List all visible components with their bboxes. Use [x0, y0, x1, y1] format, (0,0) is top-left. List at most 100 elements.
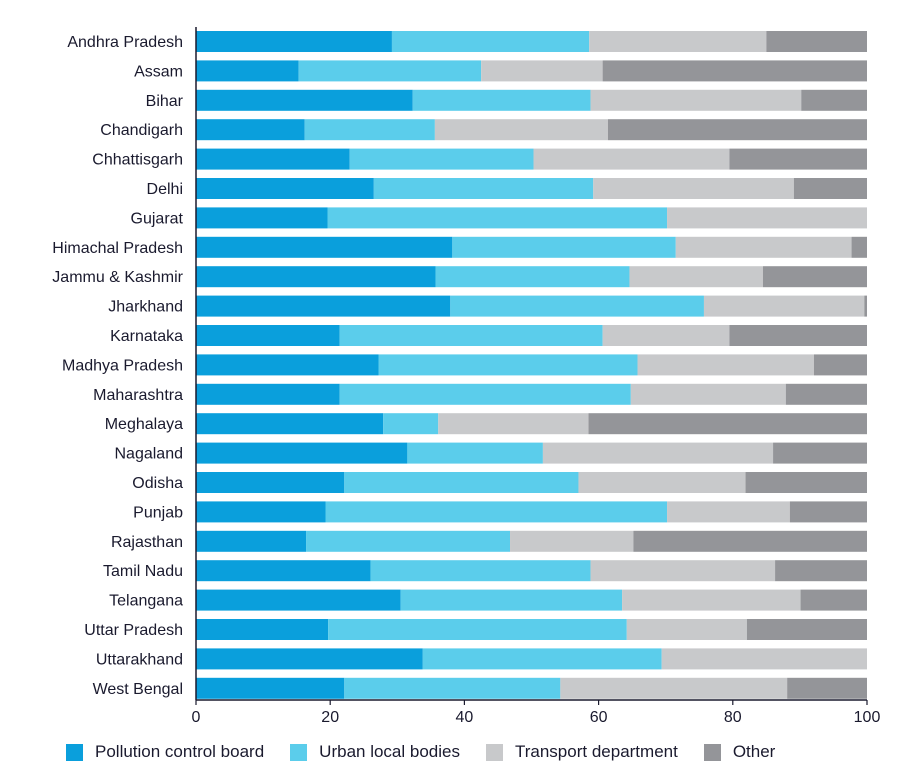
bar-andhra-pradesh-urban-local-bodies	[391, 31, 590, 52]
category-label: Tamil Nadu	[103, 563, 183, 580]
legend-swatch	[703, 743, 721, 761]
bar-west-bengal-other	[787, 677, 867, 699]
bar-chhattisgarh-transport-department	[533, 148, 730, 170]
bar-tamil-nadu-transport-department	[590, 560, 776, 582]
bar-chhattisgarh-pollution-control-board	[196, 148, 350, 170]
bar-chandigarh-pollution-control-board	[196, 119, 305, 141]
bar-bihar-pollution-control-board	[196, 89, 413, 111]
x-tick-label: 100	[854, 709, 881, 726]
bar-assam-urban-local-bodies	[298, 60, 482, 82]
bar-gujarat-pollution-control-board	[196, 207, 328, 229]
bar-assam-transport-department	[481, 60, 603, 82]
bar-punjab-pollution-control-board	[196, 501, 326, 523]
category-label: Nagaland	[115, 446, 184, 463]
bar-telangana-transport-department	[622, 589, 801, 611]
legend-item-transport-department: Transport department	[485, 742, 678, 762]
bar-odisha-urban-local-bodies	[344, 472, 579, 493]
bar-karnataka-other	[729, 325, 867, 346]
bar-assam-pollution-control-board	[196, 60, 299, 82]
legend: Pollution control board Urban local bodie…	[66, 742, 801, 762]
category-label: Jharkhand	[108, 299, 183, 316]
bar-tamil-nadu-urban-local-bodies	[370, 560, 591, 582]
category-label: Madhya Pradesh	[62, 357, 183, 374]
bar-maharashtra-urban-local-bodies	[339, 383, 631, 405]
bar-jharkhand-pollution-control-board	[196, 295, 451, 317]
legend-swatch	[66, 743, 83, 761]
category-label: Punjab	[133, 504, 183, 521]
bar-uttar-pradesh-urban-local-bodies	[328, 619, 627, 640]
category-label: West Bengal	[93, 681, 183, 698]
bar-delhi-other	[793, 178, 867, 199]
bar-maharashtra-transport-department	[630, 383, 786, 405]
bar-uttarakhand-urban-local-bodies	[422, 648, 662, 670]
bar-punjab-urban-local-bodies	[325, 501, 668, 523]
category-label: Odisha	[132, 475, 183, 492]
bar-rajasthan-transport-department	[510, 530, 634, 552]
category-label: Telangana	[109, 593, 183, 610]
category-label: Bihar	[146, 93, 184, 110]
bar-tamil-nadu-pollution-control-board	[196, 560, 371, 582]
bar-uttar-pradesh-other	[746, 619, 867, 640]
bar-nagaland-transport-department	[542, 442, 774, 464]
bar-himachal-pradesh-transport-department	[675, 236, 852, 258]
bar-maharashtra-pollution-control-board	[196, 383, 340, 405]
bar-andhra-pradesh-pollution-control-board	[196, 31, 392, 52]
bar-nagaland-urban-local-bodies	[407, 442, 543, 464]
bar-rajasthan-other	[633, 530, 867, 552]
bar-odisha-other	[745, 472, 867, 493]
bar-nagaland-pollution-control-board	[196, 442, 408, 464]
bar-jammu-and-kashmir-pollution-control-board	[196, 266, 436, 288]
bar-meghalaya-pollution-control-board	[196, 413, 384, 435]
legend-label: Pollution control board	[95, 742, 265, 761]
x-tick-label: 20	[321, 709, 339, 726]
bar-jharkhand-other	[864, 295, 867, 317]
bar-uttarakhand-pollution-control-board	[196, 648, 423, 670]
bar-karnataka-urban-local-bodies	[339, 325, 603, 346]
bar-jammu-and-kashmir-transport-department	[629, 266, 763, 288]
bar-telangana-other	[800, 589, 867, 611]
legend-swatch	[485, 743, 503, 761]
bar-punjab-other	[789, 501, 867, 523]
bar-telangana-pollution-control-board	[196, 589, 401, 611]
category-label: Chandigarh	[100, 122, 183, 139]
bar-uttar-pradesh-pollution-control-board	[196, 619, 329, 640]
bar-karnataka-pollution-control-board	[196, 325, 340, 346]
bar-jammu-and-kashmir-other	[762, 266, 867, 288]
legend-item-urban-local-bodies: Urban local bodies	[290, 742, 460, 762]
bar-uttarakhand-transport-department	[661, 648, 867, 670]
legend-label: Urban local bodies	[319, 742, 460, 761]
bar-rajasthan-pollution-control-board	[196, 530, 307, 552]
x-axis-ticks: 0 20 40 60 80 100	[192, 700, 881, 726]
bar-odisha-transport-department	[578, 472, 746, 493]
bar-himachal-pradesh-other	[851, 236, 867, 258]
bar-jharkhand-urban-local-bodies	[450, 295, 704, 317]
category-label: Uttar Pradesh	[84, 622, 183, 639]
bar-madhya-pradesh-urban-local-bodies	[378, 354, 638, 376]
category-labels: Andhra Pradesh Assam Bihar Chandigarh Chhatt…	[52, 34, 183, 698]
x-tick-label: 0	[192, 709, 201, 726]
bar-gujarat-transport-department	[667, 207, 867, 229]
category-label: Karnataka	[110, 328, 183, 345]
legend-label: Transport department	[514, 742, 678, 761]
bar-odisha-pollution-control-board	[196, 472, 345, 493]
bar-chandigarh-transport-department	[434, 119, 608, 141]
category-label: Meghalaya	[105, 416, 183, 433]
bar-chandigarh-other	[607, 119, 867, 141]
category-label: Andhra Pradesh	[67, 34, 183, 51]
legend-label: Other	[732, 742, 776, 761]
category-label: Rajasthan	[111, 534, 183, 551]
category-label: Maharashtra	[93, 387, 183, 404]
bar-west-bengal-urban-local-bodies	[344, 677, 561, 699]
bar-gujarat-urban-local-bodies	[327, 207, 668, 229]
bar-west-bengal-transport-department	[560, 677, 788, 699]
legend-swatch	[290, 743, 308, 761]
bar-madhya-pradesh-pollution-control-board	[196, 354, 379, 376]
bar-meghalaya-urban-local-bodies	[383, 413, 439, 435]
bar-chandigarh-urban-local-bodies	[304, 119, 435, 141]
bar-assam-other	[602, 60, 867, 82]
bar-bihar-other	[801, 89, 867, 111]
bars-group	[196, 31, 867, 699]
category-label: Chhattisgarh	[92, 152, 183, 169]
bar-himachal-pradesh-urban-local-bodies	[452, 236, 676, 258]
bar-andhra-pradesh-transport-department	[589, 31, 767, 52]
